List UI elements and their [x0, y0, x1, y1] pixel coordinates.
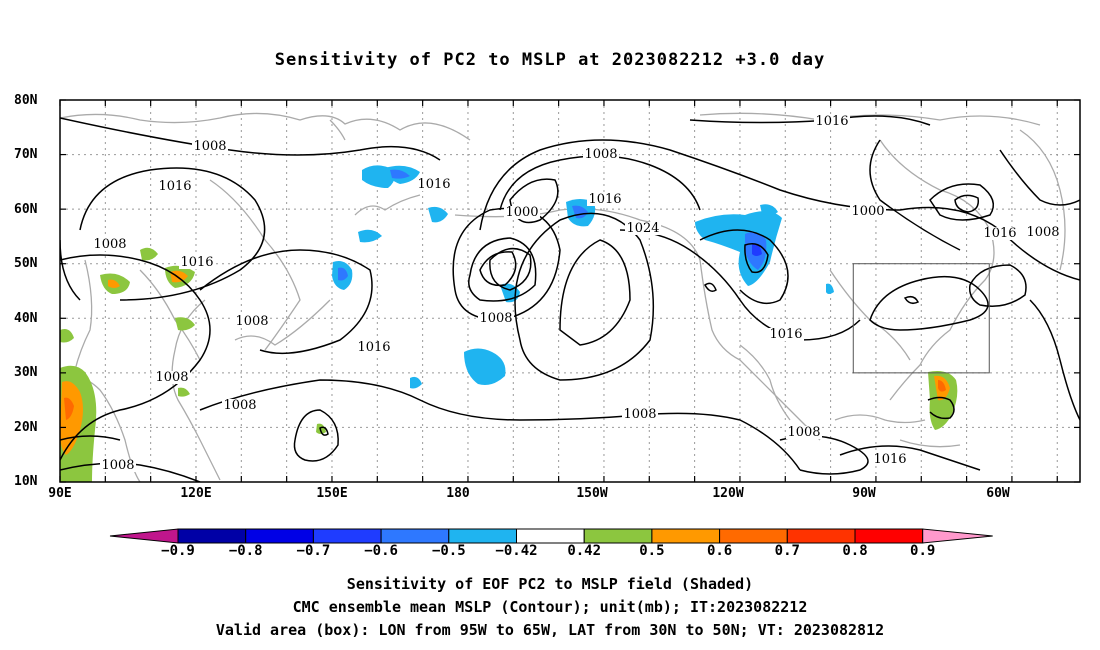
lon-label-120e: 120E — [180, 486, 212, 501]
colorbar-label: −0.9 — [161, 543, 195, 559]
colorbar-label: 0.9 — [910, 543, 936, 559]
map-frame — [59, 99, 1081, 483]
contour-label: 1016 — [417, 177, 450, 192]
contour-label-bg — [100, 459, 136, 472]
contour-label: 1008 — [479, 311, 512, 326]
contour-label-bg — [872, 453, 908, 466]
colorbar-label: −0.5 — [431, 543, 466, 559]
contour-label-bg — [157, 180, 193, 193]
contour-label: 1000 — [851, 204, 884, 219]
contour-label: 1016 — [983, 226, 1016, 241]
contour-label-bg — [1025, 226, 1061, 239]
lat-label-50n: 50N — [14, 256, 38, 271]
contour-label-bg — [234, 315, 270, 328]
lon-label-120w: 120W — [712, 486, 744, 501]
contour-label-bg — [814, 115, 850, 128]
colorbar-label: −0.6 — [364, 543, 398, 559]
contour-label-bg — [504, 206, 540, 219]
lon-label-60w: 60W — [986, 486, 1010, 501]
colorbar-label: 0.6 — [706, 543, 733, 559]
positive-sensitivity-shading — [60, 247, 958, 482]
lat-label-60n: 60N — [14, 202, 38, 217]
contour-label-bg — [982, 227, 1018, 240]
lon-label-150w: 150W — [576, 486, 608, 501]
colorbar-label: −0.8 — [228, 543, 263, 559]
caption-contour: CMC ensemble mean MSLP (Contour); unit(m… — [292, 598, 808, 616]
valid-area-box — [852, 263, 990, 374]
contour-label: 1016 — [588, 192, 621, 207]
contour-label: 1016 — [180, 255, 213, 270]
contour-label: 1008 — [101, 458, 134, 473]
colorbar-label: 0.8 — [842, 543, 868, 559]
figure-title: Sensitivity of PC2 to MSLP at 2023082212… — [274, 50, 826, 70]
contour-label: 1008 — [93, 237, 126, 252]
contour-label: 1016 — [158, 179, 191, 194]
contour-label-bg — [222, 399, 258, 412]
lon-label-150e: 150E — [316, 486, 348, 501]
contour-label-bg — [356, 341, 392, 354]
lat-label-30n: 30N — [14, 365, 38, 380]
contour-label: 1016 — [769, 327, 802, 342]
lat-label-80n: 80N — [14, 93, 38, 108]
contour-label: 1008 — [584, 147, 617, 162]
contour-label-bg — [587, 193, 623, 206]
contour-label-bg — [192, 140, 228, 153]
contour-label-bg — [622, 408, 658, 421]
colorbar-label: 0.5 — [639, 543, 665, 559]
contour-label-bg — [154, 371, 190, 384]
coastlines — [60, 112, 1066, 482]
contour-label-bg — [786, 426, 822, 439]
contour-label: 1008 — [623, 407, 656, 422]
contour-label: 1008 — [223, 398, 256, 413]
contour-label: 1008 — [235, 314, 268, 329]
colorbar-label: 0.42 — [567, 543, 602, 559]
lat-label-70n: 70N — [14, 147, 38, 162]
negative-sensitivity-shading — [332, 165, 834, 389]
contour-label: 1008 — [155, 370, 188, 385]
contour-label: 1024 — [626, 221, 659, 236]
contour-label: 1008 — [1026, 225, 1059, 240]
contour-label-bg — [416, 178, 452, 191]
colorbar-label: −0.42 — [495, 543, 538, 559]
lon-label-180: 180 — [446, 486, 470, 501]
caption-valid-area: Valid area (box): LON from 95W to 65W, L… — [215, 621, 885, 639]
contour-label: 1008 — [193, 139, 226, 154]
colorbar-label: 0.7 — [774, 543, 800, 559]
colorbar-label: −0.7 — [296, 543, 331, 559]
contour-label-bg — [583, 148, 619, 161]
contour-label: 1016 — [357, 340, 390, 355]
contour-label: 1000 — [505, 205, 538, 220]
lat-label-40n: 40N — [14, 311, 38, 326]
lon-label-90w: 90W — [852, 486, 876, 501]
contour-label-bg — [92, 238, 128, 251]
contour-label: 1008 — [787, 425, 820, 440]
contour-label: 1016 — [873, 452, 906, 467]
caption-shading: Sensitivity of EOF PC2 to MSLP field (Sh… — [346, 575, 754, 593]
contour-label: 1016 — [815, 114, 848, 129]
lat-label-10n: 10N — [14, 474, 38, 489]
contour-label-bg — [625, 222, 661, 235]
contour-label-bg — [768, 328, 804, 341]
contour-label-bg — [478, 312, 514, 325]
lon-label-90e: 90E — [48, 486, 72, 501]
lat-label-20n: 20N — [14, 420, 38, 435]
contour-label-bg — [850, 205, 886, 218]
contour-label-bg — [179, 256, 215, 269]
